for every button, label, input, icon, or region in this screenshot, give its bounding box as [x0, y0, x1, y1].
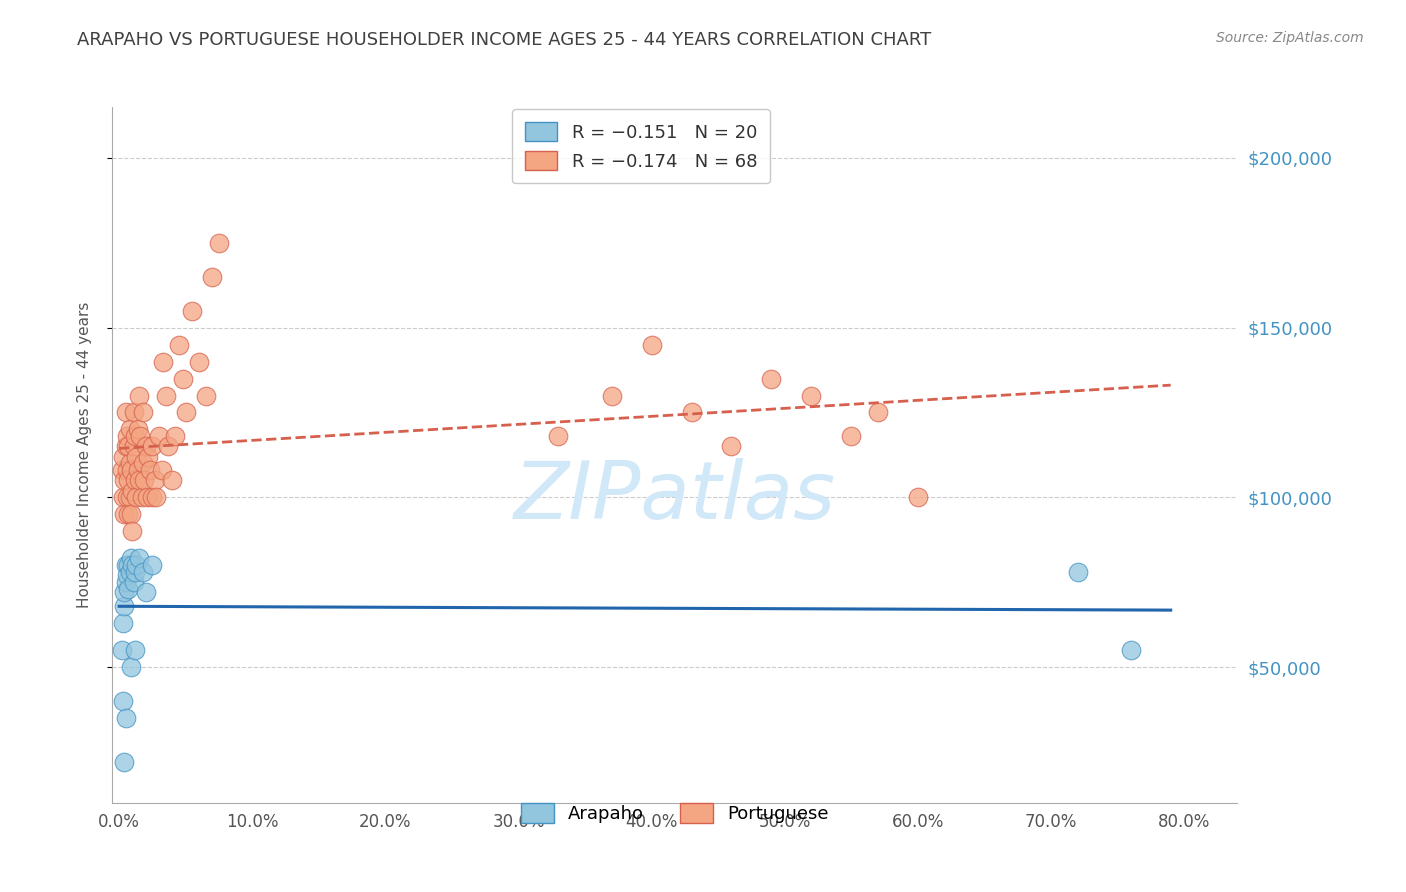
Point	[124, 643, 146, 657]
Point	[188, 354, 211, 368]
Point	[118, 491, 141, 505]
Point	[135, 585, 157, 599]
Text: Source: ZipAtlas.com: Source: ZipAtlas.com	[1216, 31, 1364, 45]
Point	[148, 429, 170, 443]
Point	[115, 429, 138, 443]
Point	[122, 439, 145, 453]
Point	[111, 463, 134, 477]
Point	[163, 429, 186, 443]
Point	[114, 508, 136, 522]
Point	[132, 457, 155, 471]
Point	[600, 388, 623, 402]
Point	[125, 558, 148, 573]
Point	[152, 354, 174, 368]
Point	[121, 524, 143, 539]
Point	[125, 450, 148, 464]
Point	[1066, 565, 1088, 579]
Point	[114, 474, 136, 488]
Point	[118, 422, 141, 436]
Point	[162, 474, 184, 488]
Point	[138, 450, 160, 464]
Point	[181, 303, 204, 318]
Point	[112, 450, 135, 464]
Point	[124, 565, 146, 579]
Point	[120, 508, 142, 522]
Point	[122, 405, 145, 419]
Point	[125, 491, 148, 505]
Point	[118, 565, 141, 579]
Point	[800, 388, 823, 402]
Point	[117, 558, 139, 573]
Point	[129, 429, 152, 443]
Point	[136, 491, 159, 505]
Point	[118, 457, 141, 471]
Point	[839, 429, 862, 443]
Point	[150, 463, 173, 477]
Point	[141, 558, 163, 573]
Point	[640, 337, 662, 351]
Point	[194, 388, 217, 402]
Point	[124, 474, 146, 488]
Point	[131, 491, 153, 505]
Point	[201, 269, 224, 284]
Point	[124, 429, 146, 443]
Point	[132, 565, 155, 579]
Y-axis label: Householder Income Ages 25 - 44 years: Householder Income Ages 25 - 44 years	[77, 301, 91, 608]
Point	[132, 405, 155, 419]
Point	[120, 660, 142, 674]
Point	[114, 558, 136, 573]
Point	[112, 694, 135, 708]
Point	[115, 463, 138, 477]
Point	[122, 575, 145, 590]
Point	[121, 558, 143, 573]
Point	[112, 491, 135, 505]
Point	[1119, 643, 1142, 657]
Text: ZIPatlas: ZIPatlas	[513, 458, 837, 536]
Point	[121, 483, 143, 498]
Point	[720, 439, 742, 453]
Point	[117, 582, 139, 596]
Point	[117, 474, 139, 488]
Point	[134, 474, 156, 488]
Point	[114, 439, 136, 453]
Text: ARAPAHO VS PORTUGUESE HOUSEHOLDER INCOME AGES 25 - 44 YEARS CORRELATION CHART: ARAPAHO VS PORTUGUESE HOUSEHOLDER INCOME…	[77, 31, 932, 49]
Point	[128, 388, 150, 402]
Point	[681, 405, 703, 419]
Point	[907, 491, 929, 505]
Point	[135, 439, 157, 453]
Point	[111, 643, 134, 657]
Point	[866, 405, 889, 419]
Point	[157, 439, 180, 453]
Point	[128, 551, 150, 566]
Point	[155, 388, 177, 402]
Point	[117, 508, 139, 522]
Point	[117, 439, 139, 453]
Point	[112, 615, 135, 630]
Point	[114, 575, 136, 590]
Point	[167, 337, 190, 351]
Point	[141, 491, 163, 505]
Point	[114, 405, 136, 419]
Point	[127, 463, 149, 477]
Point	[114, 599, 136, 613]
Point	[174, 405, 197, 419]
Point	[139, 463, 162, 477]
Point	[145, 491, 167, 505]
Point	[127, 422, 149, 436]
Point	[120, 463, 142, 477]
Point	[547, 429, 569, 443]
Point	[114, 585, 136, 599]
Point	[115, 568, 138, 582]
Point	[761, 371, 783, 385]
Point	[172, 371, 194, 385]
Point	[128, 474, 150, 488]
Point	[114, 755, 136, 769]
Point	[120, 551, 142, 566]
Point	[141, 439, 163, 453]
Point	[114, 711, 136, 725]
Point	[208, 235, 231, 250]
Point	[115, 491, 138, 505]
Point	[143, 474, 166, 488]
Legend: Arapaho, Portuguese: Arapaho, Portuguese	[509, 790, 841, 836]
